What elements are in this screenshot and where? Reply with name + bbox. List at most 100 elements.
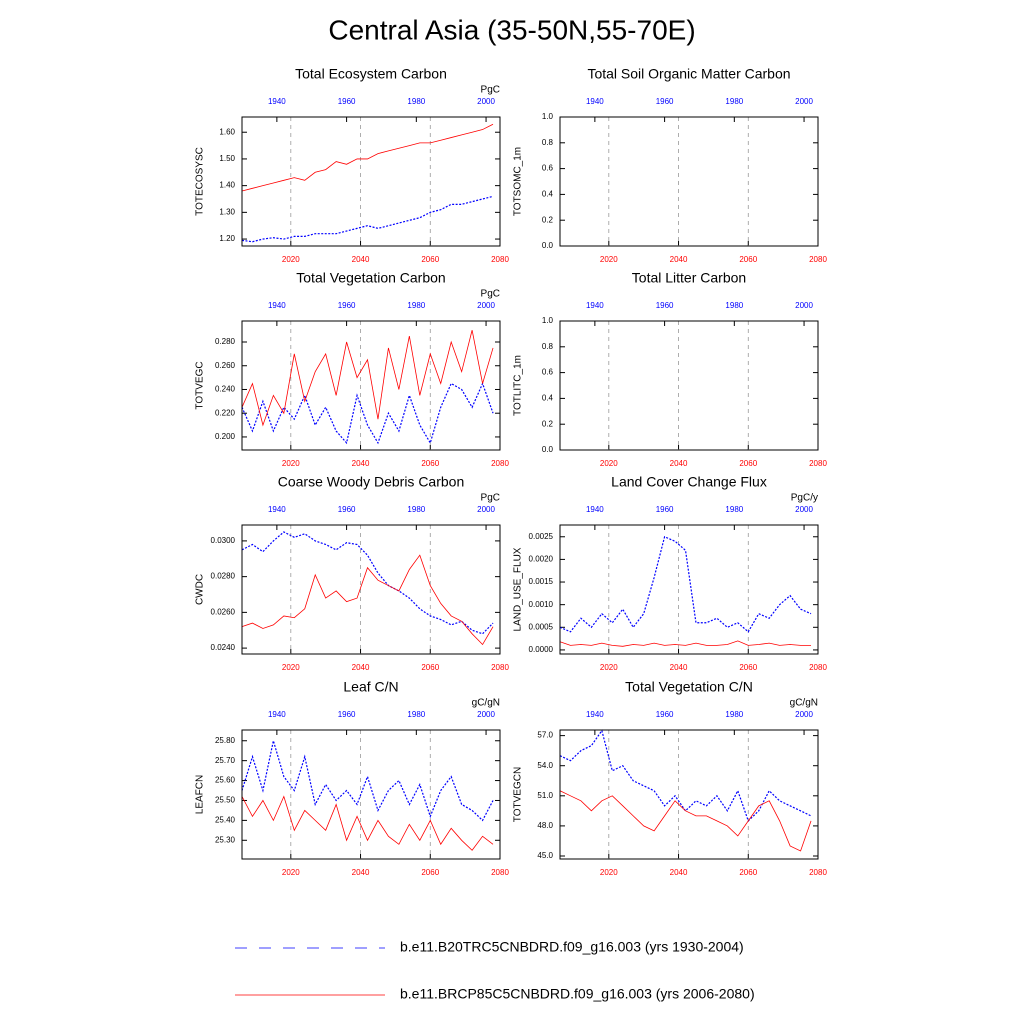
y-tick-label: 25.30 — [215, 835, 236, 844]
series-line — [559, 729, 812, 822]
x-tick-label: 2040 — [352, 663, 370, 672]
y-tick-label: 25.60 — [215, 776, 236, 785]
y-axis-label: TOTSOMC_1m — [513, 147, 524, 216]
plot-frame — [559, 116, 819, 247]
x2-tick-label: 2000 — [795, 301, 813, 310]
x-tick-label: 2060 — [421, 255, 439, 264]
x2-tick-label: 1940 — [268, 97, 286, 106]
units-label: PgC — [481, 85, 500, 96]
y-tick-label: 0.260 — [215, 361, 236, 370]
y-tick-label: 1.20 — [219, 234, 235, 243]
panel-title: Leaf C/N — [343, 679, 398, 695]
x2-tick-label: 1940 — [586, 710, 604, 719]
x2-tick-label: 1960 — [338, 505, 356, 514]
x2-tick-label: 1980 — [725, 710, 743, 719]
y-tick-label: 0.0025 — [529, 532, 554, 541]
y-tick-label: 0.0240 — [211, 643, 236, 652]
x2-tick-label: 1960 — [656, 301, 674, 310]
units-label: gC/gN — [472, 698, 500, 709]
y-tick-label: 25.70 — [215, 756, 236, 765]
series-line — [241, 123, 494, 192]
x2-tick-label: 1980 — [725, 301, 743, 310]
legend-label: b.e11.B20TRC5CNBDRD.f09_g16.003 (yrs 193… — [400, 939, 744, 955]
x-tick-label: 2020 — [600, 255, 618, 264]
x-tick-label: 2020 — [282, 459, 300, 468]
x-tick-label: 2040 — [352, 459, 370, 468]
x-tick-label: 2020 — [600, 459, 618, 468]
y-axis-label: LAND_USE_FLUX — [513, 547, 524, 631]
y-tick-label: 25.40 — [215, 815, 236, 824]
y-tick-label: 0.8 — [542, 138, 554, 147]
x-tick-label: 2020 — [600, 663, 618, 672]
y-axis-label: TOTVEGCN — [513, 767, 524, 822]
x-tick-label: 2080 — [809, 868, 827, 877]
y-tick-label: 0.0010 — [529, 600, 554, 609]
panel-title: Land Cover Change Flux — [611, 474, 767, 490]
x-tick-label: 2060 — [739, 459, 757, 468]
y-tick-label: 0.4 — [542, 394, 554, 403]
y-tick-label: 57.0 — [537, 731, 553, 740]
x-tick-label: 2080 — [809, 255, 827, 264]
y-tick-label: 0.0000 — [529, 645, 554, 654]
x-tick-label: 2080 — [491, 663, 509, 672]
y-axis-label: TOTLITC_1m — [513, 355, 524, 416]
x-tick-label: 2080 — [491, 459, 509, 468]
y-tick-label: 0.240 — [215, 385, 236, 394]
panel-title: Coarse Woody Debris Carbon — [278, 474, 465, 490]
x2-tick-label: 1960 — [338, 97, 356, 106]
x2-tick-label: 1980 — [407, 710, 425, 719]
x2-tick-label: 1940 — [268, 301, 286, 310]
y-tick-label: 45.0 — [537, 851, 553, 860]
series-line — [559, 535, 812, 633]
plot-frame — [241, 116, 501, 247]
plot-frame — [559, 729, 819, 860]
x-tick-label: 2080 — [809, 663, 827, 672]
x-tick-label: 2060 — [739, 868, 757, 877]
y-tick-label: 0.0005 — [529, 622, 554, 631]
y-tick-label: 0.0015 — [529, 577, 554, 586]
x-tick-label: 2060 — [739, 663, 757, 672]
x2-tick-label: 1960 — [656, 505, 674, 514]
y-tick-label: 1.60 — [219, 127, 235, 136]
panel: Total Litter Carbon TOTLITC_1m 2020 2040 206… — [513, 270, 828, 468]
x2-tick-label: 1980 — [725, 505, 743, 514]
x2-tick-label: 1940 — [268, 710, 286, 719]
x2-tick-label: 2000 — [477, 97, 495, 106]
y-tick-label: 25.50 — [215, 796, 236, 805]
y-tick-label: 1.30 — [219, 207, 235, 216]
series-line — [241, 531, 494, 635]
y-axis-label: CWDC — [195, 574, 206, 605]
panel: Total Vegetation Carbon PgC TOTVEGC 2020 204… — [195, 270, 510, 468]
panel-title: Total Vegetation C/N — [625, 679, 753, 695]
panel: Total Ecosystem Carbon PgC TOTECOSYSC 2020 2… — [195, 66, 510, 264]
series-line — [241, 381, 494, 445]
series-line — [241, 195, 494, 243]
y-tick-label: 0.280 — [215, 337, 236, 346]
x-tick-label: 2020 — [282, 255, 300, 264]
series-line — [559, 790, 812, 852]
x-tick-label: 2060 — [421, 459, 439, 468]
x2-tick-label: 1940 — [586, 97, 604, 106]
figure-title: Central Asia (35-50N,55-70E) — [328, 14, 695, 45]
y-axis-label: TOTECOSYSC — [195, 147, 206, 216]
y-axis-label: LEAFCN — [195, 775, 206, 814]
y-tick-label: 0.220 — [215, 408, 236, 417]
x2-tick-label: 1940 — [586, 301, 604, 310]
y-tick-label: 0.6 — [542, 164, 554, 173]
x2-tick-label: 1940 — [586, 505, 604, 514]
y-tick-label: 1.0 — [542, 112, 554, 121]
x-tick-label: 2020 — [600, 868, 618, 877]
series-line — [241, 795, 494, 851]
x2-tick-label: 1960 — [338, 301, 356, 310]
x2-tick-label: 1980 — [407, 505, 425, 514]
x-tick-label: 2080 — [809, 459, 827, 468]
x2-tick-label: 1980 — [725, 97, 743, 106]
legend-label: b.e11.BRCP85C5CNBDRD.f09_g16.003 (yrs 20… — [400, 986, 755, 1002]
panel: Leaf C/N gC/gN LEAFCN 2020 2040 2060 2080 1940 1… — [195, 679, 510, 877]
y-tick-label: 48.0 — [537, 821, 553, 830]
panel-title: Total Vegetation Carbon — [296, 270, 445, 286]
y-tick-label: 0.2 — [542, 419, 554, 428]
x2-tick-label: 2000 — [795, 710, 813, 719]
x-tick-label: 2040 — [670, 459, 688, 468]
series-line — [241, 740, 494, 822]
